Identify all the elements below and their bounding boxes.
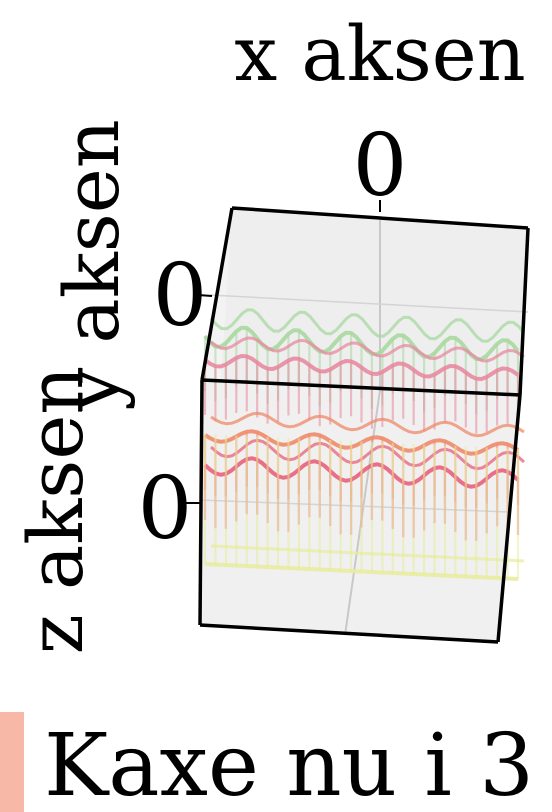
- y-tick-mark: [197, 294, 213, 297]
- grid-line: [209, 294, 529, 313]
- z-axis-title: z aksen: [11, 366, 100, 655]
- surface-layer-back: [209, 438, 526, 471]
- surface-layer-back: [210, 544, 525, 563]
- legend: Kaxe nu i 3: [0, 712, 534, 812]
- x-tick-label: 0: [353, 116, 408, 216]
- plot-frame: [198, 206, 530, 644]
- surface-layer-back: [210, 336, 525, 363]
- frame-edge-right-top: [518, 227, 530, 396]
- surface-layer-back: [210, 411, 525, 438]
- frame-edge-front-top: [201, 378, 521, 397]
- frame-edge-top: [231, 206, 529, 230]
- legend-swatch: [0, 712, 24, 812]
- surface-layers: [203, 308, 526, 581]
- y-axis-title: y aksen: [47, 119, 136, 411]
- z-tick-label: 0: [138, 459, 193, 559]
- back-pane: [202, 208, 528, 395]
- y-tick-label: 0: [153, 246, 208, 346]
- grid-line: [199, 499, 511, 513]
- legend-label: Kaxe nu i 3: [44, 716, 534, 812]
- frame-edge-left: [198, 379, 204, 626]
- frame-edge-bottom: [199, 623, 499, 644]
- frame-edge-right: [496, 394, 522, 643]
- x-axis-title: x aksen: [234, 9, 525, 98]
- surface-layer-back: [209, 308, 526, 343]
- frame-edge-left-top: [200, 207, 234, 381]
